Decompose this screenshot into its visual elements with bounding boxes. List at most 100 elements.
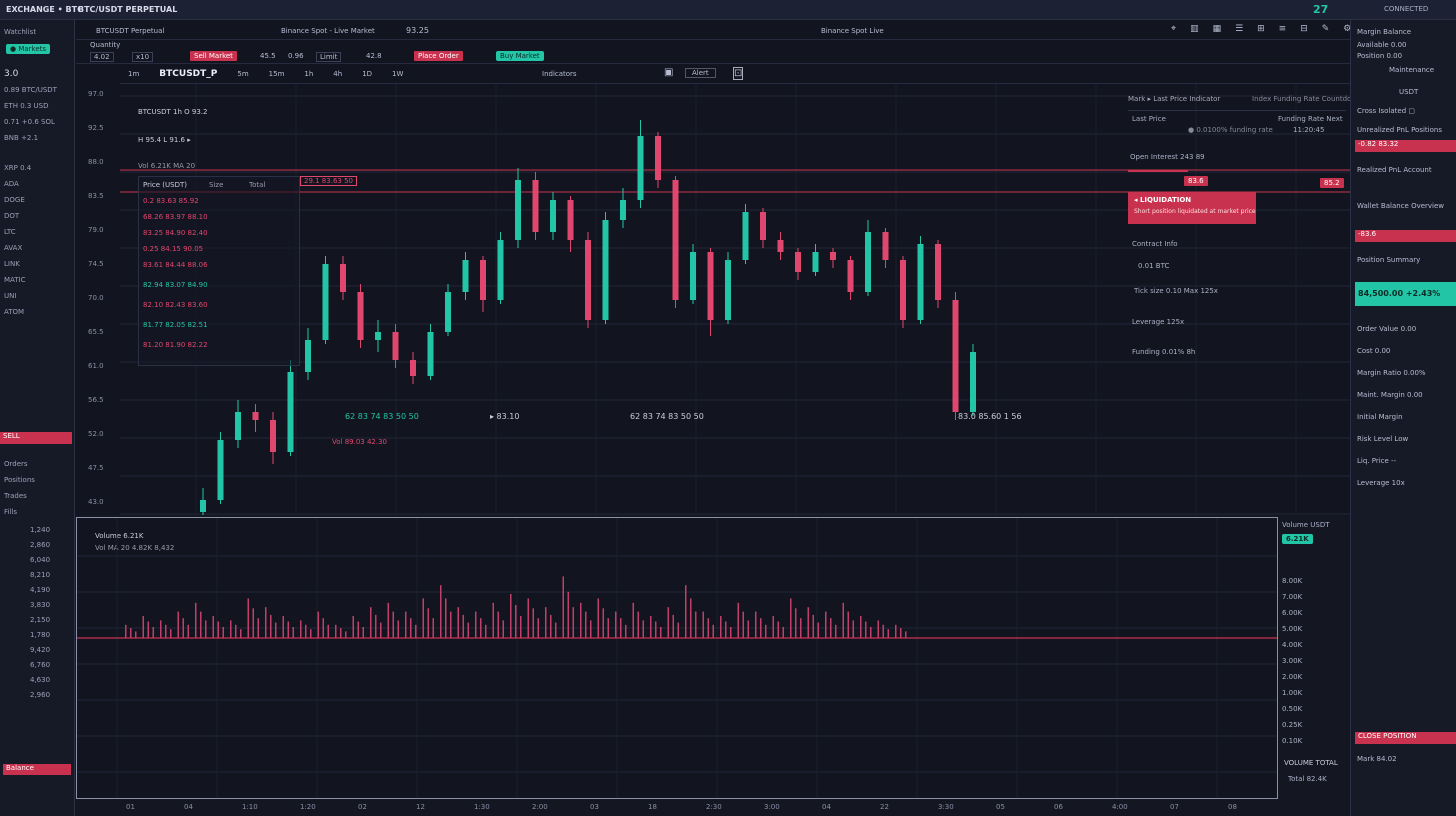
candle [690, 244, 696, 304]
quantity-input[interactable]: 4.02 [90, 52, 114, 62]
timeframe-tab[interactable]: 1D [362, 70, 373, 78]
sidebar-bottom-2[interactable]: Trades [4, 492, 27, 500]
market-info: Binance Spot Live [821, 27, 884, 35]
bid-row[interactable]: 82.10 82.43 83.60 [143, 301, 208, 309]
markets-button[interactable]: ● Markets [6, 44, 51, 54]
bid-row[interactable]: 81.20 81.90 82.22 [143, 341, 208, 349]
candle [952, 292, 959, 420]
price-tag: 29.1 83.63 50 [300, 176, 357, 186]
right-row[interactable]: Cross Isolated ▢ [1357, 107, 1415, 115]
watchlist-item[interactable]: DOT [4, 212, 20, 220]
candle-body [830, 252, 836, 260]
volume-bar [685, 585, 687, 638]
bid-row[interactable]: 82.94 83.07 84.90 [143, 281, 208, 289]
volume-bar [877, 620, 879, 638]
sidebar-bottom-0[interactable]: Orders [4, 460, 28, 468]
time-tick: 04 [822, 803, 831, 811]
sidebar-bottom-1[interactable]: Positions [4, 476, 35, 484]
time-tick: 3:00 [764, 803, 780, 811]
bid-row[interactable]: 81.77 82.05 82.51 [143, 321, 208, 329]
timeframe-tab[interactable]: 1m [128, 70, 140, 78]
volume-bar [672, 614, 674, 638]
ask-row[interactable]: 83.61 84.44 88.06 [143, 261, 208, 269]
candle [760, 208, 766, 248]
sell-market-button[interactable]: Sell Market [190, 51, 237, 61]
volume-bar [790, 598, 792, 638]
balance-badge[interactable]: Balance [3, 764, 71, 775]
chart-type-icon[interactable]: ▣ [664, 67, 674, 78]
watchlist-item[interactable]: ATOM [4, 308, 25, 316]
volume-tick: 0.25K [1282, 721, 1303, 729]
symbol-search[interactable]: BTCUSDT Perpetual [96, 27, 165, 35]
volume-bar [637, 611, 639, 638]
timeframe-tab[interactable]: 1W [392, 70, 404, 78]
alert-title: ◂ LIQUIDATION [1134, 196, 1192, 204]
watchlist-item[interactable]: BNB +2.1 [4, 134, 39, 142]
time-tick: 2:30 [706, 803, 722, 811]
price-tick: 74.5 [88, 260, 104, 268]
sidebar-bottom-3[interactable]: Fills [4, 508, 17, 516]
volume-bar [205, 620, 207, 638]
watchlist-item[interactable]: DOGE [4, 196, 25, 204]
volume-bar [182, 618, 184, 638]
account-row: Initial Margin [1357, 413, 1403, 421]
volume-bar [497, 611, 499, 638]
screenshot-icon[interactable]: ⊡ [733, 67, 744, 80]
buy-market-button[interactable]: Buy Market [496, 51, 544, 61]
order-type-select[interactable]: Limit [316, 52, 342, 62]
ask-row[interactable]: 83.25 84.90 82.40 [143, 229, 208, 237]
indicators-button[interactable]: Indicators [542, 70, 577, 78]
volume-bar [707, 618, 709, 638]
volume-tick: 7.00K [1282, 593, 1303, 601]
right-row: Position Summary [1357, 256, 1421, 264]
volume-bar [432, 618, 434, 638]
candle-body [270, 420, 276, 452]
account-row: Cost 0.00 [1357, 347, 1391, 355]
watchlist-item[interactable]: XRP 0.4 [4, 164, 32, 172]
candle-body [707, 252, 714, 320]
candle [935, 240, 941, 308]
sell-label[interactable]: SELL [0, 432, 72, 444]
leverage-select[interactable]: x10 [132, 52, 154, 62]
watchlist-item[interactable]: 0.89 BTC/USDT [4, 86, 57, 94]
right-row: Realized PnL Account [1357, 166, 1432, 174]
watchlist-item[interactable]: ADA [4, 180, 19, 188]
time-tick: 07 [1170, 803, 1179, 811]
volume-bar [502, 620, 504, 638]
volume-bar [607, 618, 609, 638]
timeframe-tab[interactable]: 5m [237, 70, 249, 78]
volume-bar [467, 622, 469, 638]
watchlist-item[interactable]: ETH 0.3 USD [4, 102, 49, 110]
volume-bar [450, 611, 452, 638]
watchlist-item[interactable]: AVAX [4, 244, 23, 252]
timeframe-tab[interactable]: BTCUSDT_P [159, 69, 218, 79]
candle-body [515, 180, 521, 240]
candle-body [865, 232, 871, 292]
candle [305, 328, 311, 380]
candle [445, 284, 451, 336]
watchlist-item[interactable]: UNI [4, 292, 17, 300]
timeframe-tab[interactable]: 4h [333, 70, 343, 78]
volume-bar [292, 627, 294, 638]
alert-button[interactable]: Alert [685, 68, 716, 78]
watchlist-item[interactable]: LTC [4, 228, 16, 236]
close-position-button[interactable]: CLOSE POSITION [1355, 732, 1456, 744]
ask-row[interactable]: 68.26 83.97 88.10 [143, 213, 208, 221]
drawing-tools[interactable]: ⌖▥▦☰⊞≡⊟✎⚙ [1171, 24, 1366, 34]
price-tick: 61.0 [88, 362, 104, 370]
watchlist-item[interactable]: 0.71 +0.6 SOL [4, 118, 55, 126]
volume-bar [760, 618, 762, 638]
candle [795, 248, 801, 280]
timeframe-tab[interactable]: 15m [268, 70, 285, 78]
candle [970, 344, 976, 416]
place-order-button[interactable]: Place Order [414, 51, 463, 61]
amount: 42.8 [366, 52, 382, 60]
ask-row[interactable]: 0.25 84.15 90.05 [143, 245, 204, 253]
time-tick: 02 [358, 803, 367, 811]
timeframe-tab[interactable]: 1h [304, 70, 314, 78]
watchlist-item[interactable]: LINK [4, 260, 20, 268]
watchlist-item[interactable]: MATIC [4, 276, 26, 284]
liquidation-alert[interactable]: ◂ LIQUIDATION Short position liquidated … [1128, 192, 1256, 224]
ask-row[interactable]: 0.2 83.63 85.92 [143, 197, 199, 205]
account-row: Order Value 0.00 [1357, 325, 1417, 333]
